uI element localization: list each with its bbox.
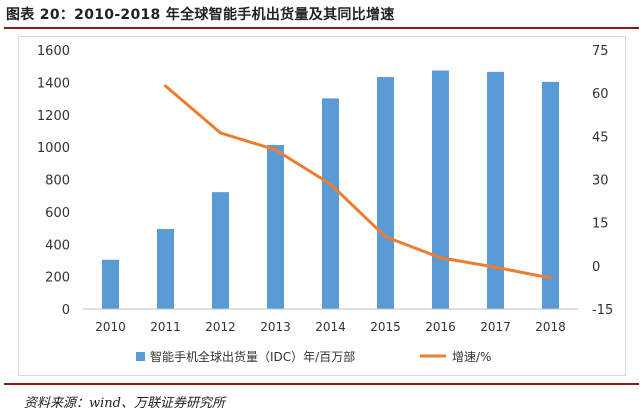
growth-point-2013 xyxy=(274,148,277,152)
x-axis-tick: 2016 xyxy=(425,320,456,334)
left-axis-tick: 200 xyxy=(45,271,70,286)
x-axis-tick: 2015 xyxy=(370,320,401,334)
figure-title: 图表 20：2010-2018 年全球智能手机出货量及其同比增速 xyxy=(6,7,395,23)
bar-2013 xyxy=(267,145,284,309)
x-axis-tick: 2018 xyxy=(535,320,566,334)
x-axis-tick: 2010 xyxy=(95,320,126,334)
right-axis-tick: 15 xyxy=(592,217,609,232)
x-axis-tick: 2017 xyxy=(480,320,511,334)
bar-2010 xyxy=(102,259,119,309)
x-axis-tick: 2013 xyxy=(260,320,291,334)
right-axis-tick: 75 xyxy=(592,44,609,59)
legend-bar-swatch xyxy=(136,352,145,361)
bar-2016 xyxy=(432,70,449,309)
bar-2017 xyxy=(487,71,504,310)
right-axis-tick: -15 xyxy=(592,303,613,318)
left-axis-tick: 1200 xyxy=(37,109,70,124)
source-note: 资料来源：wind、万联证券研究所 xyxy=(24,396,225,411)
growth-line xyxy=(164,84,552,280)
right-axis-tick: 30 xyxy=(592,174,609,189)
right-axis-tick: 60 xyxy=(592,87,609,102)
right-axis-tick: 0 xyxy=(592,260,600,275)
left-axis-tick: 0 xyxy=(62,303,70,318)
x-axis-tick: 2012 xyxy=(205,320,236,334)
left-axis-tick: 1400 xyxy=(37,76,70,91)
left-axis-tick: 800 xyxy=(45,174,70,189)
growth-point-2016 xyxy=(439,256,442,260)
growth-point-2014 xyxy=(329,182,332,186)
title-rule xyxy=(4,27,639,29)
left-axis-tick: 1000 xyxy=(37,141,70,156)
growth-point-2012 xyxy=(219,131,222,135)
legend-line-label: 增速/% xyxy=(452,350,491,364)
bar-2012 xyxy=(212,192,229,309)
footer-rule xyxy=(4,383,639,385)
bar-2014 xyxy=(322,98,339,309)
bar-2011 xyxy=(157,229,174,309)
left-axis-tick: 400 xyxy=(45,238,70,253)
left-axis-tick: 1600 xyxy=(37,44,70,59)
growth-point-2017 xyxy=(494,265,497,269)
growth-point-2018 xyxy=(549,276,552,280)
legend-bar-label: 智能手机全球出货量（IDC）年/百万部 xyxy=(150,349,355,364)
left-axis-tick: 600 xyxy=(45,206,70,221)
bar-2018 xyxy=(542,81,559,309)
right-axis-tick: 45 xyxy=(592,130,609,145)
growth-point-2011 xyxy=(164,84,167,88)
bar-2015 xyxy=(377,77,394,309)
x-axis-tick: 2014 xyxy=(315,320,346,334)
x-axis-tick: 2011 xyxy=(150,320,181,334)
growth-point-2015 xyxy=(384,235,387,239)
